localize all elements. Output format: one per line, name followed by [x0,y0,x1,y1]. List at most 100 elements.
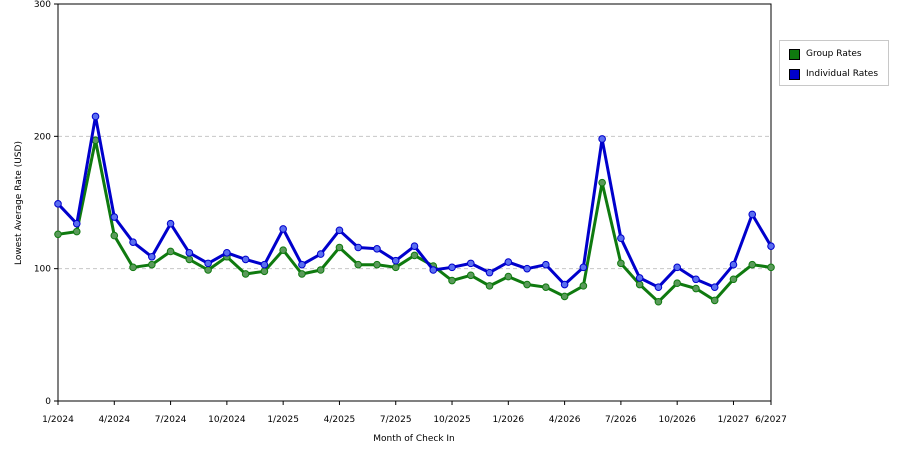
data-point-individual-rates [166,219,175,228]
data-point-group-rates [185,255,194,264]
legend-swatch-individual [789,68,800,80]
data-point-individual-rates [241,255,250,264]
data-point-group-rates [560,292,569,301]
data-point-individual-rates [72,219,81,228]
data-point-group-rates [504,272,513,281]
data-point-group-rates [692,284,700,293]
x-tick-label: 7/2026 [605,415,637,425]
x-tick-label: 1/2025 [267,415,299,425]
data-point-individual-rates [185,248,194,257]
data-point-group-rates [598,178,606,187]
data-point-individual-rates [91,112,100,121]
x-tick-label: 10/2026 [658,415,696,425]
data-point-individual-rates [373,245,381,253]
data-point-individual-rates [54,200,62,208]
data-point-individual-rates [223,248,231,257]
data-point-individual-rates [391,256,400,265]
data-point-individual-rates [148,252,156,261]
data-point-group-rates [54,230,62,239]
data-point-individual-rates [560,280,569,289]
axes [54,3,772,405]
data-point-group-rates [673,279,681,288]
data-point-individual-rates [260,260,269,269]
data-point-group-rates [241,270,250,278]
data-point-individual-rates [729,260,738,269]
tick-labels: 0 100 200 300 1/2024 4/2024 7/2024 10/2024 1/202… [34,0,787,425]
data-point-group-rates [448,276,456,285]
data-point-individual-rates [710,283,719,291]
data-point-group-rates [485,282,494,290]
series-lines [54,112,775,306]
x-tick-label: 1/2026 [492,415,524,425]
data-point-individual-rates [523,264,531,273]
data-point-individual-rates [579,263,588,272]
data-point-group-rates [410,251,419,260]
data-point-group-rates [729,275,738,284]
data-point-group-rates [316,266,325,274]
data-point-group-rates [391,263,400,272]
data-point-group-rates [635,280,644,289]
legend-item-group: Group Rates [789,47,862,61]
data-point-individual-rates [767,242,775,250]
data-point-individual-rates [410,242,419,250]
x-tick-label: 10/2024 [208,415,246,425]
data-point-group-rates [166,247,175,256]
data-point-group-rates [542,283,550,291]
data-point-individual-rates [110,213,119,221]
legend: Group Rates Individual Rates [779,40,889,86]
data-point-group-rates [710,296,719,305]
legend-item-individual: Individual Rates [789,67,878,81]
data-point-individual-rates [654,283,663,291]
data-point-group-rates [279,246,287,254]
data-point-group-rates [579,282,588,290]
data-point-individual-rates [279,225,287,233]
legend-label-group: Group Rates [806,49,862,59]
data-point-group-rates [466,271,475,280]
data-point-individual-rates [448,263,456,272]
x-tick-label: 4/2025 [324,415,356,425]
data-point-group-rates [335,243,344,252]
data-point-individual-rates [673,263,681,272]
x-tick-label: 6/2027 [755,415,787,425]
data-point-group-rates [204,266,212,274]
data-point-individual-rates [598,135,606,143]
data-point-individual-rates [298,260,306,269]
data-point-individual-rates [354,243,363,252]
x-tick-label: 7/2025 [380,415,412,425]
data-point-group-rates [617,259,625,268]
data-point-group-rates [260,267,269,276]
data-point-group-rates [354,260,363,269]
x-tick-label: 1/2027 [718,415,750,425]
data-point-individual-rates [542,260,550,269]
x-tick-label: 10/2025 [433,415,470,425]
data-point-individual-rates [692,275,700,284]
y-axis-title: Lowest Average Rate (USD) [14,141,24,265]
data-point-individual-rates [429,266,438,274]
y-tick-label: 100 [34,265,51,275]
data-point-group-rates [748,260,757,269]
data-point-group-rates [523,280,531,289]
data-point-individual-rates [335,226,344,235]
legend-swatch-group [789,48,800,60]
data-point-individual-rates [466,259,475,268]
series-line-group-rates [57,138,772,304]
data-point-individual-rates [204,259,212,268]
data-point-group-rates [654,297,663,306]
plot-frame [57,3,772,402]
data-point-individual-rates [504,258,513,266]
legend-label-individual: Individual Rates [806,69,879,79]
y-tick-label: 0 [45,397,51,407]
x-tick-label: 7/2024 [155,415,187,425]
series-line-individual-rates [56,115,773,289]
data-point-individual-rates [617,234,625,243]
y-tick-label: 200 [34,132,51,142]
data-point-individual-rates [316,250,325,258]
data-point-group-rates [373,260,381,269]
data-point-group-rates [72,227,81,236]
data-point-group-rates [767,263,775,272]
data-point-individual-rates [485,268,494,277]
x-tick-label: 4/2024 [98,415,130,425]
x-tick-label: 1/2024 [42,415,74,425]
x-tick-label: 4/2026 [549,415,581,425]
